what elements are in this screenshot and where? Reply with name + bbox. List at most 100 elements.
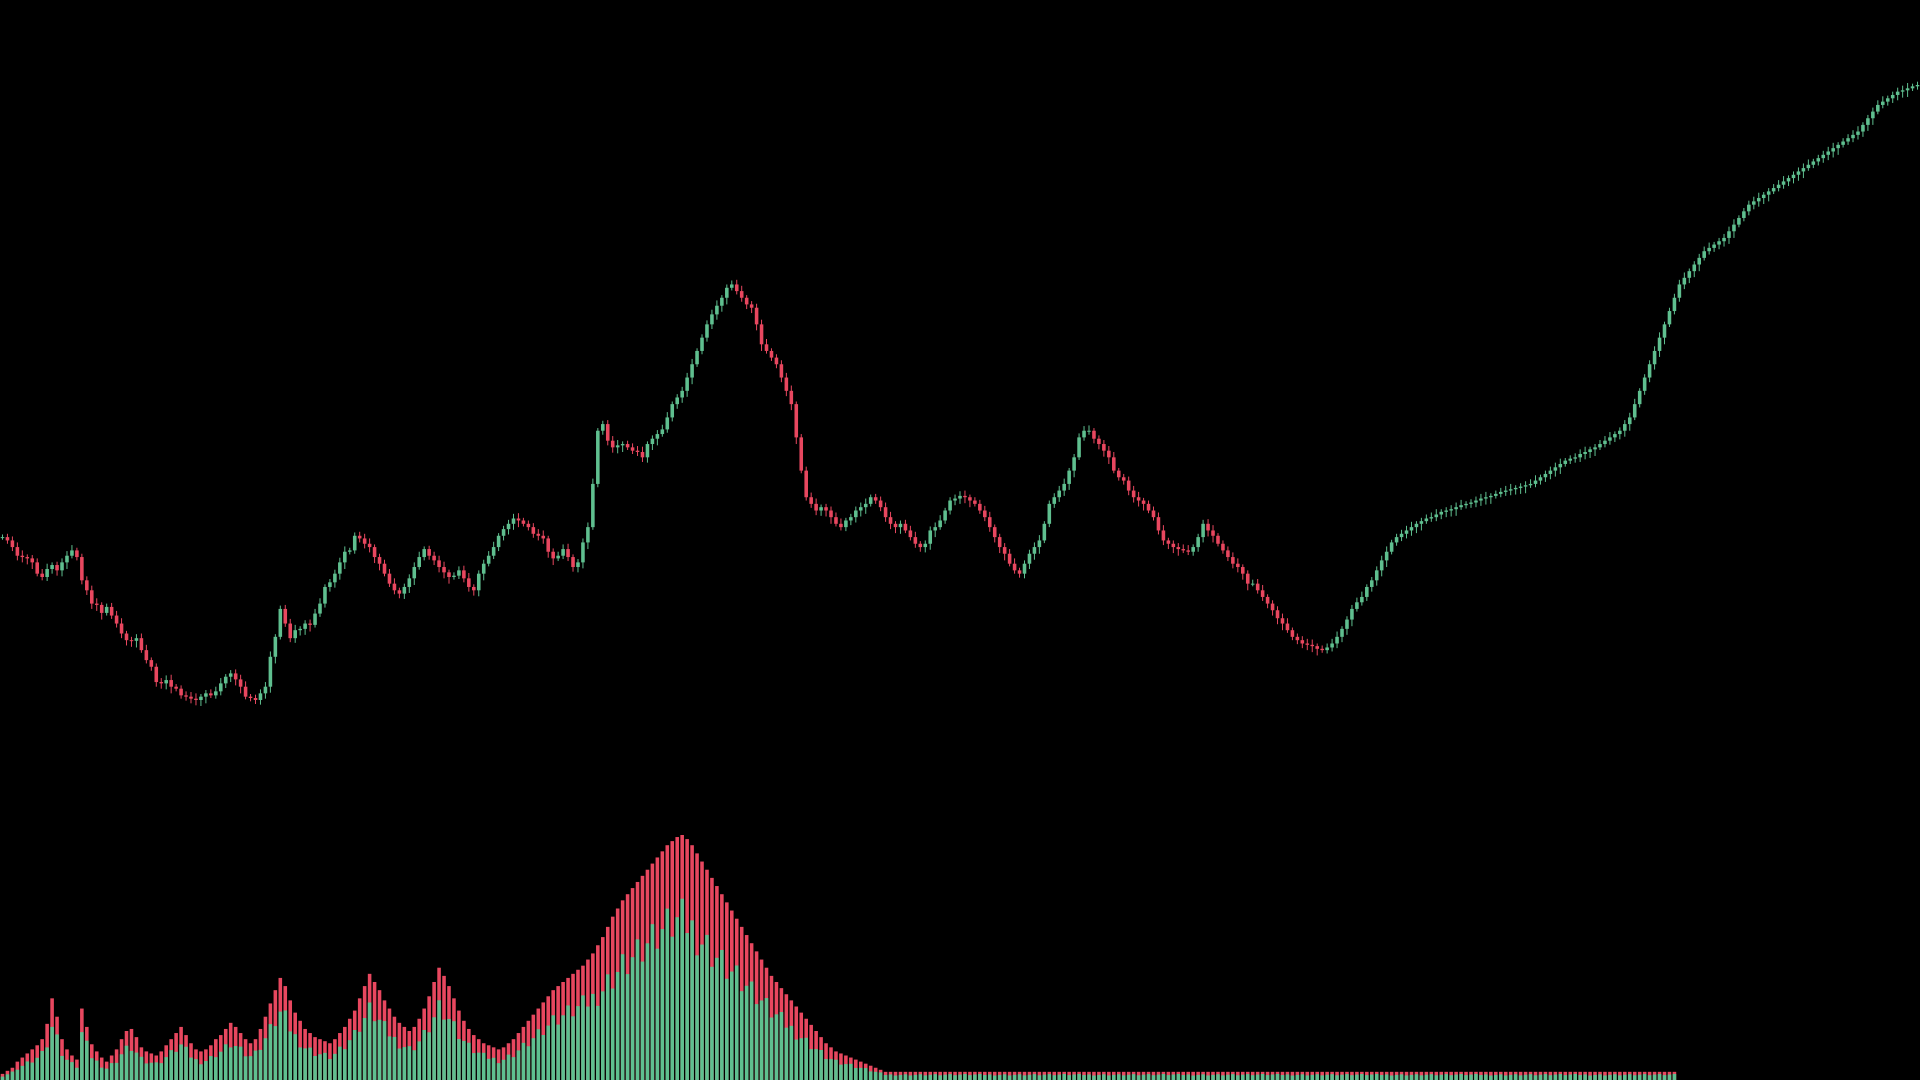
volume-bar-buy	[591, 993, 595, 1080]
candle-body	[1151, 510, 1156, 518]
volume-bar-buy	[1583, 1074, 1587, 1080]
volume-bar-buy	[645, 943, 650, 1080]
candle-body	[541, 535, 546, 539]
candle-body	[1712, 244, 1716, 248]
volume-bar-buy	[1102, 1074, 1106, 1080]
candle-body	[1707, 247, 1711, 252]
volume-bar-buy	[660, 929, 665, 1080]
volume-bar-buy	[551, 1015, 555, 1080]
volume-bar-buy	[968, 1075, 972, 1080]
candle-body	[1360, 596, 1364, 603]
volume-bar-buy	[318, 1054, 322, 1080]
volume-bar-buy	[402, 1047, 407, 1080]
candle-body	[1479, 498, 1483, 501]
volume-bar-buy	[769, 1017, 774, 1080]
volume-bar-buy	[1414, 1074, 1419, 1080]
volume-bar-buy	[1503, 1075, 1508, 1080]
volume-bar-buy	[437, 1000, 441, 1080]
volume-bar-buy	[1161, 1074, 1166, 1080]
candle-body	[1300, 640, 1305, 644]
candle-body	[928, 530, 933, 544]
candle-body	[705, 324, 709, 338]
candle-body	[1067, 470, 1071, 484]
candle-body	[1057, 490, 1062, 498]
volume-bar-buy	[1538, 1074, 1543, 1080]
volume-bar-buy	[164, 1057, 168, 1080]
candle-body	[1722, 237, 1726, 242]
volume-bar-buy	[601, 991, 605, 1080]
candle-body	[1647, 364, 1652, 378]
candle-body	[308, 623, 312, 625]
volume-bar-buy	[1637, 1074, 1642, 1080]
volume-bar-buy	[447, 1018, 451, 1080]
candle-body	[372, 547, 377, 558]
candle-body	[715, 305, 719, 315]
candle-body	[561, 549, 565, 556]
candle-body	[997, 537, 1002, 548]
volume-bar-buy	[928, 1074, 933, 1080]
volume-bar-buy	[521, 1042, 526, 1080]
candle-body	[1290, 630, 1295, 637]
volume-bar-buy	[1330, 1074, 1334, 1080]
volume-bar-buy	[615, 971, 620, 1080]
candle-body	[402, 586, 407, 594]
candle-body	[412, 567, 417, 579]
candle-body	[313, 613, 317, 625]
candle-body	[1196, 537, 1200, 548]
candle-body	[472, 586, 476, 591]
candle-body	[75, 550, 79, 558]
volume-bar-buy	[1151, 1075, 1156, 1080]
candle-body	[804, 470, 808, 498]
volume-bar-buy	[536, 1029, 541, 1080]
volume-bar-buy	[25, 1061, 30, 1080]
candle-body	[194, 698, 198, 700]
candle-body	[1637, 390, 1642, 405]
candle-body	[1280, 618, 1285, 624]
candle-body	[1042, 523, 1047, 541]
candle-body	[134, 638, 139, 641]
volume-bar-buy	[1241, 1074, 1245, 1080]
candle-body	[734, 284, 739, 292]
candle-body	[1692, 264, 1697, 272]
volume-bar-buy	[248, 1056, 253, 1080]
volume-bar-buy	[119, 1054, 124, 1080]
candle-body	[1384, 551, 1389, 561]
volume-bar-buy	[1211, 1074, 1215, 1080]
volume-bar-buy	[1136, 1075, 1141, 1080]
candle-body	[1325, 647, 1329, 651]
candle-body	[149, 660, 154, 667]
volume-bar-buy	[442, 1019, 446, 1080]
volume-bar-buy	[1444, 1074, 1448, 1080]
candle-body	[764, 344, 769, 351]
volume-bar-buy	[1365, 1075, 1369, 1080]
candle-body	[164, 680, 168, 684]
volume-bar-buy	[1245, 1074, 1250, 1080]
volume-bar-buy	[571, 1016, 575, 1080]
volume-bar-buy	[1404, 1075, 1409, 1080]
candle-body	[50, 565, 54, 570]
candle-body	[670, 404, 675, 418]
candle-body	[566, 549, 570, 558]
volume-bar-buy	[169, 1050, 173, 1080]
volume-bar-buy	[1012, 1074, 1017, 1080]
candle-body	[685, 377, 689, 391]
volume-bar-buy	[1107, 1075, 1111, 1080]
volume-bar-buy	[427, 1032, 431, 1080]
volume-bar-buy	[715, 957, 719, 1080]
volume-bar-buy	[1409, 1074, 1414, 1080]
candle-body	[407, 578, 412, 587]
volume-bar-buy	[343, 1049, 347, 1080]
candle-body	[283, 608, 288, 624]
volume-bar-buy	[1429, 1074, 1434, 1080]
candle-body	[878, 500, 883, 508]
candle-body	[779, 364, 784, 378]
candle-body	[223, 676, 228, 684]
volume-bar-buy	[1176, 1073, 1181, 1080]
candle-body	[357, 535, 362, 539]
candle-body	[546, 538, 551, 552]
candle-body	[1652, 350, 1657, 365]
candle-body	[913, 537, 918, 544]
candle-body	[1186, 550, 1191, 552]
volume-bar-buy	[501, 1059, 506, 1080]
candle-body	[1156, 517, 1161, 531]
